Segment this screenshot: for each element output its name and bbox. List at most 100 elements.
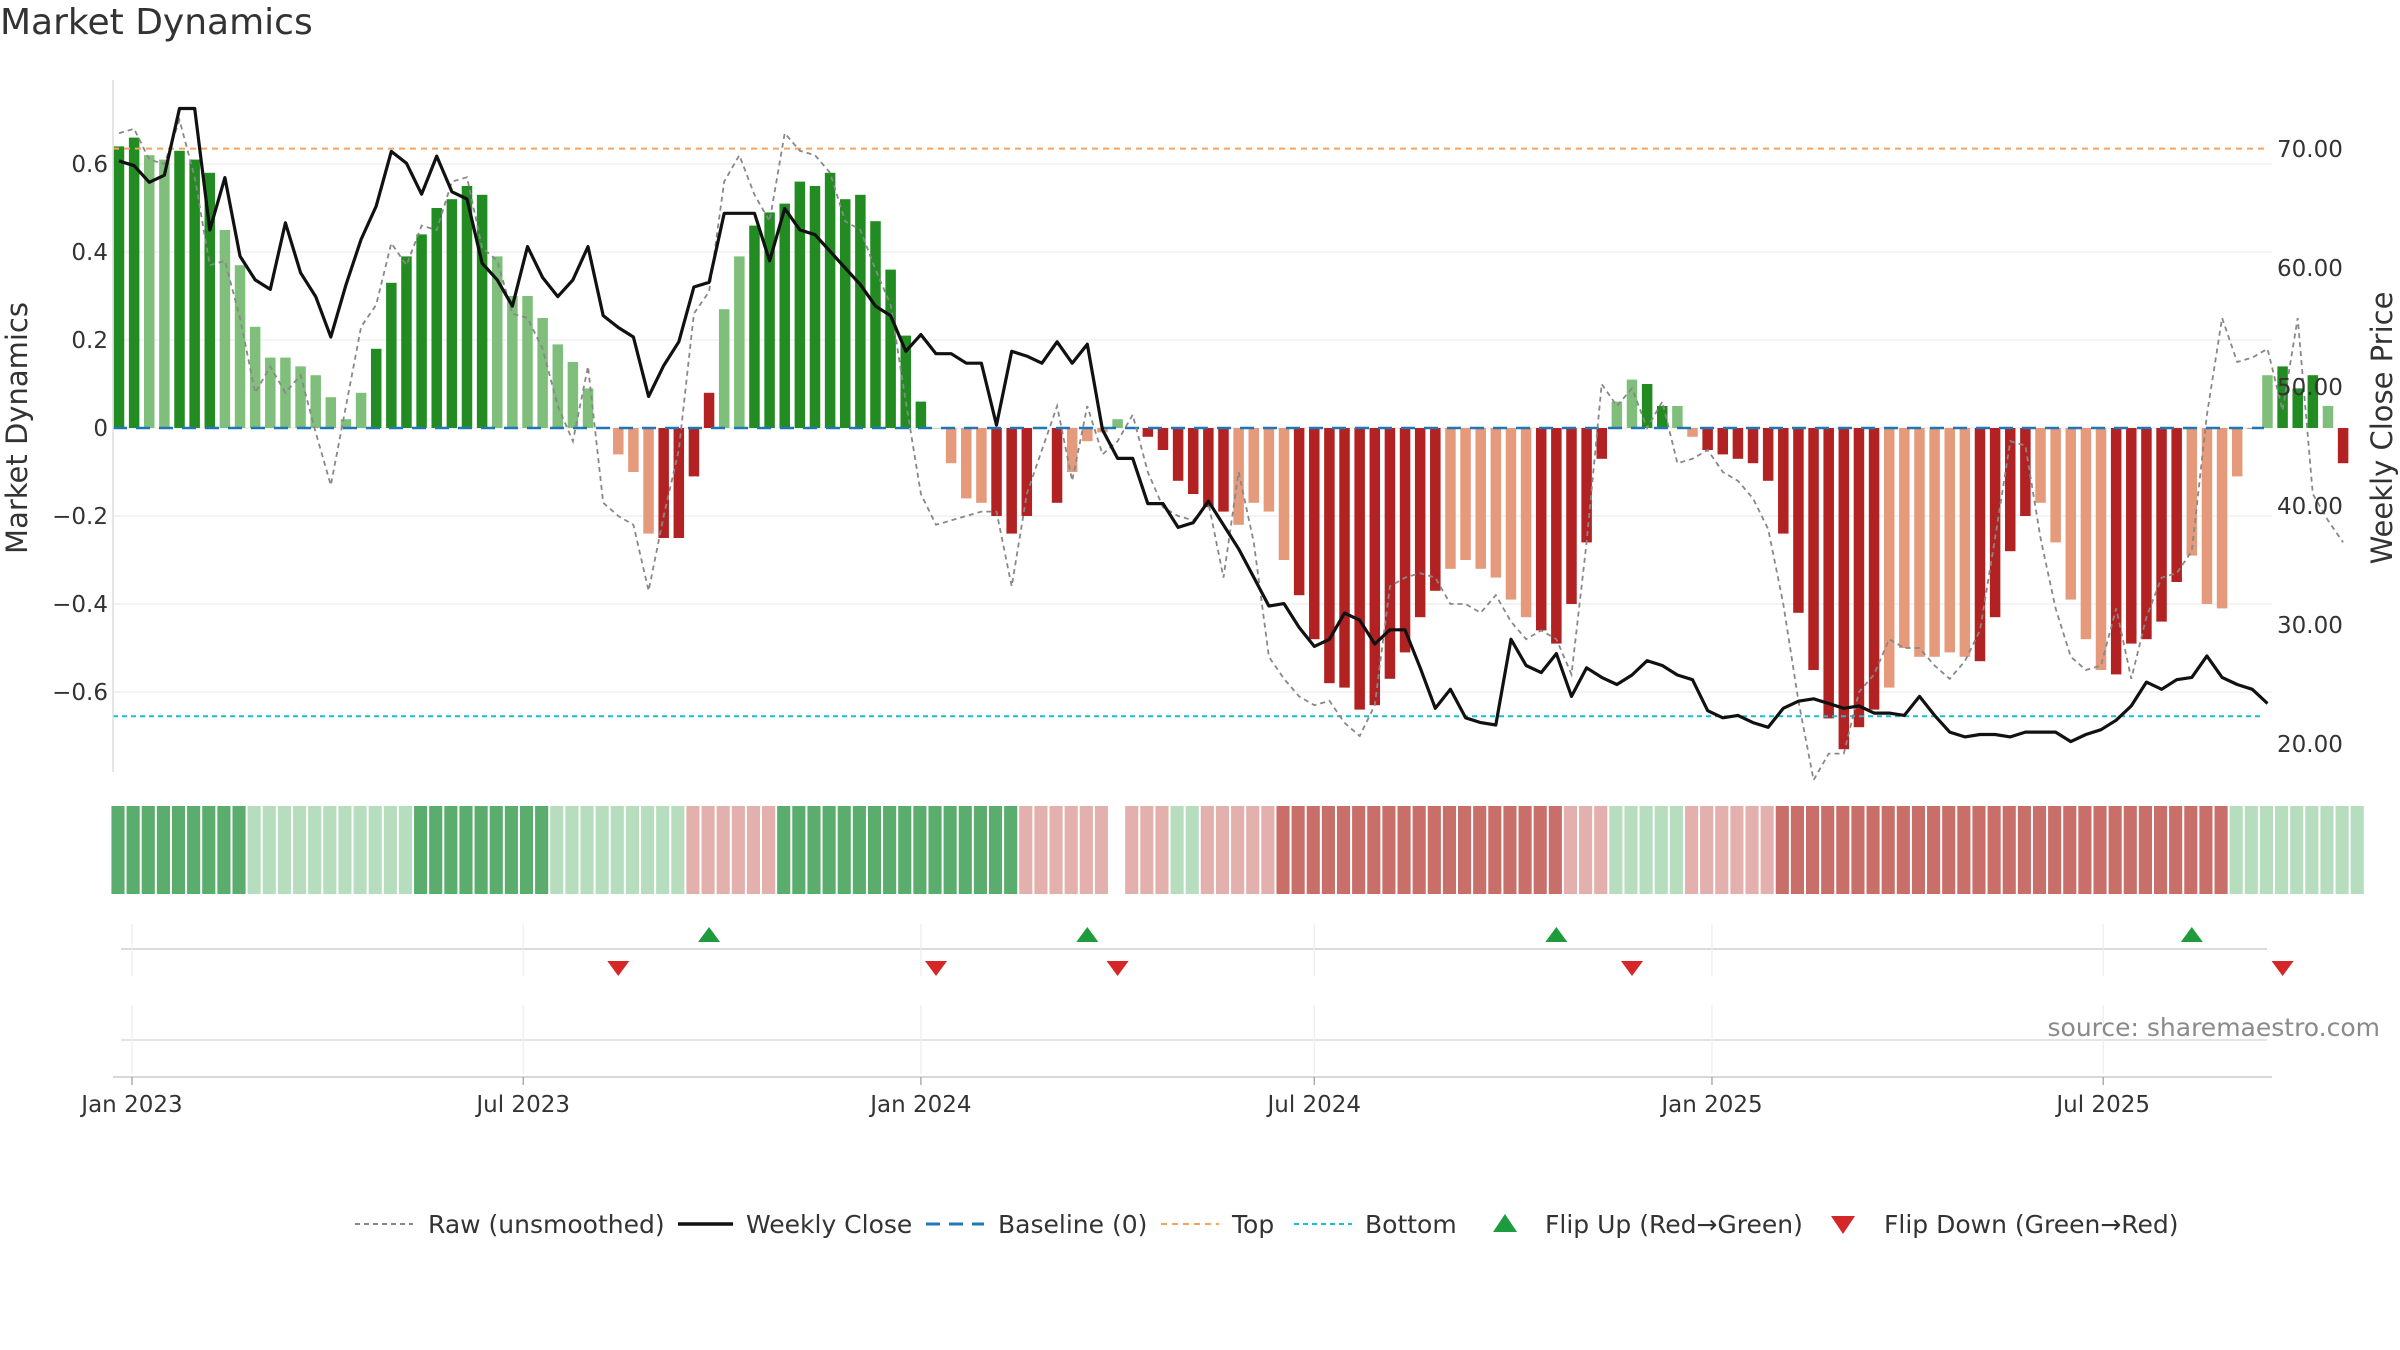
- histogram-bar: [1596, 428, 1607, 459]
- flip-up-marker: [1076, 927, 1099, 942]
- trend-strip-cell: [671, 806, 685, 894]
- histogram-bar: [2186, 428, 2198, 556]
- histogram-bar: [2020, 428, 2031, 516]
- histogram-bar: [1203, 428, 1214, 508]
- trend-strip-cell: [1760, 806, 1774, 894]
- trend-strip-cell: [1639, 806, 1653, 894]
- histogram-bar: [2307, 375, 2319, 428]
- trend-strip-cell: [459, 806, 473, 894]
- trend-strip-cell: [656, 806, 670, 894]
- histogram-bar: [1354, 428, 1365, 710]
- histogram-bar: [1369, 428, 1381, 706]
- trend-strip-cell: [1458, 806, 1472, 894]
- histogram-bar: [2322, 406, 2334, 428]
- trend-strip-cell: [867, 806, 882, 894]
- bars-layer: [113, 137, 2349, 750]
- trend-strip-cell: [580, 806, 594, 894]
- histogram-bar: [1914, 428, 1925, 657]
- y2-tick-label: 50.00: [2277, 375, 2343, 401]
- histogram-bar: [446, 199, 458, 428]
- trend-strip-cell: [1942, 806, 1956, 894]
- trend-strip-cell: [1972, 806, 1986, 894]
- trend-strip-cell: [2048, 806, 2062, 894]
- trend-strip-cell: [716, 806, 730, 894]
- trend-strip-cell: [1261, 806, 1275, 894]
- trend-strip-cell: [1579, 806, 1593, 894]
- x-tick-label: Jan 2024: [868, 1092, 971, 1118]
- trend-strip-cell: [2032, 806, 2047, 894]
- trend-strip-cell: [187, 806, 201, 894]
- histogram-bar: [507, 296, 518, 428]
- histogram-bar: [1172, 428, 1184, 481]
- histogram-bar: [386, 282, 397, 428]
- trend-strip-cell: [1533, 806, 1547, 894]
- legend-label: Weekly Close: [746, 1210, 912, 1239]
- histogram-bar: [1989, 428, 2001, 618]
- legend: Raw (unsmoothed) Weekly Close Baseline (0)…: [355, 1210, 2179, 1239]
- trend-strip-cell: [1790, 806, 1804, 894]
- histogram-bar: [144, 155, 155, 428]
- histogram-bar: [552, 344, 564, 428]
- legend-item-flip_up: Flip Up (Red→Green): [1493, 1210, 1803, 1239]
- trend-strip-cell: [1488, 806, 1502, 894]
- histogram-bar: [658, 428, 669, 538]
- x-tick-label: Jul 2024: [1265, 1092, 1361, 1118]
- trend-strip-cell: [595, 806, 609, 894]
- legend-label: Baseline (0): [998, 1210, 1147, 1239]
- histogram-bar: [340, 419, 352, 428]
- histogram-bar: [1384, 428, 1396, 679]
- y-tick-label: 0.6: [71, 152, 108, 178]
- trend-strip-cell: [550, 806, 564, 894]
- trend-strip-cell: [1034, 806, 1048, 894]
- trend-strip-cell: [1427, 806, 1441, 894]
- histogram-bar: [764, 212, 775, 428]
- trend-strip-cell: [973, 806, 987, 894]
- histogram-bar: [1626, 379, 1638, 428]
- trend-strip-cell: [171, 806, 186, 894]
- trend-strip-cell: [292, 806, 307, 894]
- trend-strip-cell: [686, 806, 700, 894]
- trend-strip-cell: [1094, 806, 1109, 894]
- trend-strip-cell: [1079, 806, 1093, 894]
- histogram-bar: [1581, 428, 1592, 543]
- histogram-bar: [1808, 428, 1819, 670]
- trend-strip-cell: [1412, 806, 1426, 894]
- axes-layer: 0.6 0.4 0.2 0 −0.2 −0.4 −0.6 70.00 60.00 50.00 40.…: [0, 80, 2399, 772]
- histogram-bar: [885, 269, 896, 428]
- histogram-bar: [749, 225, 760, 428]
- trend-strip-cell: [111, 806, 125, 894]
- histogram-bar: [113, 146, 125, 428]
- trend-strip-cell: [1836, 806, 1850, 894]
- trend-strip-cell: [2320, 806, 2334, 894]
- trend-strip-cell: [1276, 806, 1290, 894]
- histogram-bar: [1082, 428, 1093, 442]
- y2-tick-label: 40.00: [2277, 494, 2343, 520]
- trend-strip-cell: [2108, 806, 2122, 894]
- histogram-bar: [249, 326, 261, 428]
- trend-strip-cell: [1125, 806, 1139, 894]
- trend-strip-cell: [489, 806, 503, 894]
- date-axis: Jan 2023 Jul 2023 Jan 2024 Jul 2024 Jan 2025…: [79, 1076, 2272, 1118]
- histogram-bar: [1838, 428, 1850, 750]
- trend-strip-cell: [2275, 806, 2289, 894]
- trend-strip-cell: [141, 806, 155, 894]
- weekly-close-line: [118, 106, 2269, 744]
- histogram-bar: [128, 137, 140, 428]
- trend-strip-cell: [792, 806, 806, 894]
- histogram-bar: [431, 208, 442, 428]
- trend-strip-cell: [1911, 806, 1926, 894]
- histogram-bar: [1475, 428, 1486, 569]
- histogram-bar: [567, 362, 579, 428]
- trend-strip-cell: [1669, 806, 1683, 894]
- trend-strip-cell: [1896, 806, 1910, 894]
- trend-strip-cell: [1548, 806, 1562, 894]
- histogram-bar: [1672, 406, 1683, 428]
- histogram-bar: [839, 199, 851, 428]
- lines-layer: [118, 106, 2344, 783]
- histogram-bar: [2262, 375, 2273, 428]
- histogram-bar: [582, 388, 594, 428]
- flip-markers-panel: [121, 924, 2294, 976]
- trend-strip-cell: [2153, 806, 2168, 894]
- trend-strip-cell: [1306, 806, 1320, 894]
